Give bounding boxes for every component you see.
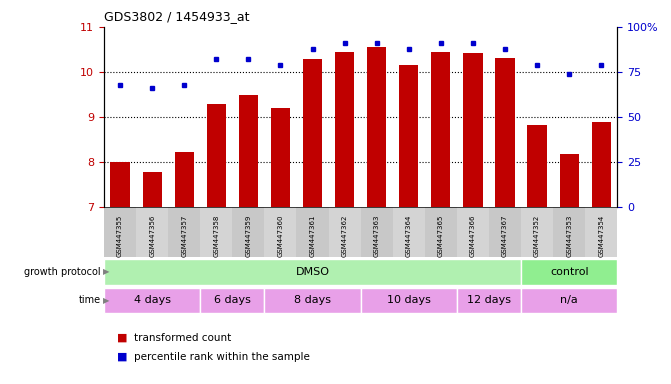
Text: percentile rank within the sample: percentile rank within the sample	[134, 352, 310, 362]
Bar	[425, 207, 457, 257]
Bar	[393, 207, 425, 257]
Bar	[111, 162, 130, 207]
Text: GSM447352: GSM447352	[534, 215, 540, 257]
Text: GSM447359: GSM447359	[246, 215, 252, 257]
Text: 8 days: 8 days	[294, 295, 331, 306]
Bar	[585, 207, 617, 257]
Text: GSM447358: GSM447358	[213, 215, 219, 257]
Bar	[361, 207, 393, 257]
Text: 6 days: 6 days	[214, 295, 251, 306]
Text: time: time	[79, 295, 101, 306]
Bar	[174, 152, 194, 207]
Bar	[367, 47, 386, 207]
Bar	[592, 122, 611, 207]
Bar	[207, 104, 226, 207]
Bar	[521, 259, 617, 285]
Bar	[560, 154, 579, 207]
Bar	[489, 207, 521, 257]
Bar	[495, 58, 515, 207]
Bar	[104, 288, 200, 313]
Text: control: control	[550, 266, 588, 277]
Text: GSM447360: GSM447360	[277, 215, 283, 257]
Text: ▶: ▶	[103, 296, 109, 305]
Bar	[264, 207, 297, 257]
Text: GSM447366: GSM447366	[470, 215, 476, 257]
Bar	[200, 288, 264, 313]
Bar	[104, 207, 136, 257]
Bar	[136, 207, 168, 257]
Text: DMSO: DMSO	[295, 266, 329, 277]
Bar	[239, 94, 258, 207]
Bar	[399, 65, 419, 207]
Bar	[335, 52, 354, 207]
Text: GSM447365: GSM447365	[438, 215, 444, 257]
Bar	[303, 60, 322, 207]
Text: GSM447367: GSM447367	[502, 215, 508, 257]
Text: n/a: n/a	[560, 295, 578, 306]
Text: GSM447361: GSM447361	[309, 215, 315, 257]
Text: GSM447357: GSM447357	[181, 215, 187, 257]
Bar	[232, 207, 264, 257]
Bar	[457, 288, 521, 313]
Text: GSM447362: GSM447362	[342, 215, 348, 257]
Bar	[271, 108, 290, 207]
Text: ▶: ▶	[103, 267, 109, 276]
Text: ■: ■	[117, 333, 128, 343]
Text: GSM447356: GSM447356	[149, 215, 155, 257]
Text: ■: ■	[117, 352, 128, 362]
Bar	[104, 259, 521, 285]
Text: transformed count: transformed count	[134, 333, 231, 343]
Text: 4 days: 4 days	[134, 295, 170, 306]
Text: GDS3802 / 1454933_at: GDS3802 / 1454933_at	[104, 10, 250, 23]
Text: GSM447364: GSM447364	[406, 215, 412, 257]
Text: GSM447353: GSM447353	[566, 215, 572, 257]
Text: GSM447354: GSM447354	[599, 215, 605, 257]
Bar	[527, 125, 547, 207]
Bar	[329, 207, 361, 257]
Text: GSM447363: GSM447363	[374, 215, 380, 257]
Text: GSM447355: GSM447355	[117, 215, 123, 257]
Bar	[142, 172, 162, 207]
Bar	[264, 288, 361, 313]
Bar	[431, 52, 450, 207]
Bar	[457, 207, 489, 257]
Bar	[200, 207, 232, 257]
Text: 12 days: 12 days	[467, 295, 511, 306]
Bar	[521, 288, 617, 313]
Text: growth protocol: growth protocol	[24, 266, 101, 277]
Bar	[361, 288, 457, 313]
Bar	[297, 207, 329, 257]
Bar	[553, 207, 585, 257]
Bar	[463, 53, 482, 207]
Text: 10 days: 10 days	[387, 295, 431, 306]
Bar	[168, 207, 200, 257]
Bar	[521, 207, 553, 257]
